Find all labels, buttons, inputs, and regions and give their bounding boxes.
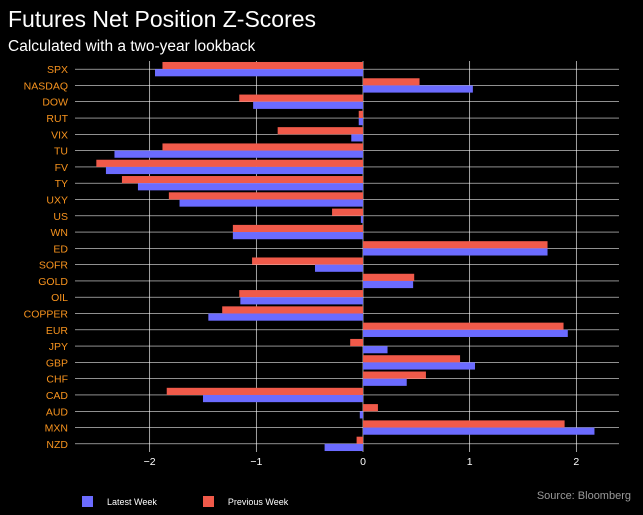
- bar-previous-fv: [96, 159, 363, 167]
- x-tick-label: 2: [573, 456, 579, 468]
- bar-previous-nasdaq: [363, 78, 420, 86]
- category-label: DOW: [42, 97, 68, 109]
- x-tick-label: −1: [250, 456, 262, 468]
- category-label: GOLD: [38, 276, 68, 288]
- bar-latest-rut: [358, 118, 363, 126]
- bar-latest-gold: [363, 280, 414, 289]
- bar-latest-mxn: [363, 427, 595, 435]
- category-label: US: [53, 211, 68, 223]
- bar-previous-chf: [363, 371, 426, 379]
- source-note: Source: Bloomberg: [536, 490, 631, 502]
- bar-previous-aud: [363, 404, 378, 412]
- category-label: FV: [55, 162, 68, 174]
- x-tick-label: 0: [360, 456, 366, 468]
- legend-label-previous: Previous Week: [227, 496, 289, 507]
- bar-previous-gbp: [363, 355, 461, 363]
- bar-latest-gbp: [363, 362, 475, 370]
- x-tick-label: 1: [467, 456, 473, 468]
- bar-previous-cad: [166, 387, 363, 395]
- category-label: JPY: [49, 341, 68, 353]
- bar-previous-spx: [162, 61, 363, 70]
- bar-latest-copper: [208, 313, 363, 321]
- legend-swatch-previous: [202, 496, 214, 507]
- legend-label-latest: Latest Week: [107, 496, 157, 507]
- bar-previous-sofr: [252, 257, 363, 265]
- bar-latest-sofr: [315, 264, 363, 272]
- category-label: NZD: [46, 439, 68, 451]
- bar-previous-copper: [222, 306, 363, 314]
- category-label: CAD: [46, 390, 69, 402]
- bar-latest-eur: [363, 329, 568, 337]
- bar-latest-fv: [105, 166, 363, 175]
- category-label: TY: [55, 178, 68, 190]
- category-label: MXN: [45, 423, 68, 435]
- category-label: NASDAQ: [24, 80, 68, 92]
- bar-previous-rut: [358, 110, 363, 119]
- bar-latest-oil: [240, 297, 363, 305]
- bar-previous-wn: [232, 224, 363, 233]
- bar-latest-aud: [359, 411, 363, 419]
- bar-previous-jpy: [350, 338, 363, 347]
- bar-latest-ed: [363, 248, 548, 256]
- bar-latest-vix: [351, 134, 363, 142]
- chart-title: Futures Net Position Z-Scores: [8, 6, 317, 32]
- category-label: COPPER: [24, 309, 69, 321]
- category-label: AUD: [46, 406, 69, 418]
- bar-latest-tu: [114, 150, 363, 158]
- category-label: UXY: [46, 194, 68, 206]
- bar-previous-vix: [277, 127, 363, 135]
- bar-previous-ed: [363, 241, 548, 249]
- bar-latest-dow: [253, 101, 363, 109]
- bar-previous-ty: [121, 176, 363, 184]
- bar-latest-uxy: [179, 199, 363, 207]
- chart-legend: Latest Week Previous Week: [82, 496, 334, 507]
- bar-latest-nzd: [324, 443, 363, 452]
- bar-previous-uxy: [168, 192, 363, 200]
- category-label: SPX: [47, 64, 68, 76]
- legend-swatch-latest: [82, 496, 93, 507]
- category-label: TU: [54, 146, 68, 158]
- legend-item-previous: Previous Week: [202, 496, 289, 507]
- bar-previous-nzd: [356, 436, 363, 444]
- bar-latest-spx: [155, 69, 363, 77]
- bar-latest-ty: [137, 183, 363, 191]
- bar-latest-chf: [363, 378, 407, 386]
- bar-previous-dow: [239, 94, 363, 102]
- bar-previous-mxn: [363, 420, 565, 428]
- category-label: CHF: [46, 374, 68, 386]
- bar-previous-us: [332, 208, 363, 216]
- x-tick-label: −2: [144, 456, 156, 468]
- category-label: OIL: [51, 292, 68, 304]
- bar-latest-us: [360, 215, 363, 223]
- bar-previous-eur: [363, 322, 564, 330]
- category-label: SOFR: [39, 260, 69, 272]
- bar-latest-cad: [203, 394, 363, 403]
- bar-previous-gold: [363, 273, 415, 281]
- bar-latest-nasdaq: [363, 85, 473, 93]
- chart-subtitle: Calculated with a two-year lookback: [8, 38, 256, 55]
- bar-previous-tu: [162, 143, 363, 151]
- category-label: WN: [51, 227, 69, 239]
- legend-item-latest: Latest Week: [82, 496, 157, 507]
- bar-latest-jpy: [363, 346, 388, 354]
- bar-previous-oil: [239, 290, 363, 298]
- category-label: ED: [53, 243, 68, 255]
- category-label: RUT: [46, 113, 68, 125]
- category-label: VIX: [51, 129, 68, 141]
- bar-latest-wn: [232, 232, 363, 240]
- category-label: GBP: [46, 357, 68, 369]
- category-label: EUR: [46, 325, 69, 337]
